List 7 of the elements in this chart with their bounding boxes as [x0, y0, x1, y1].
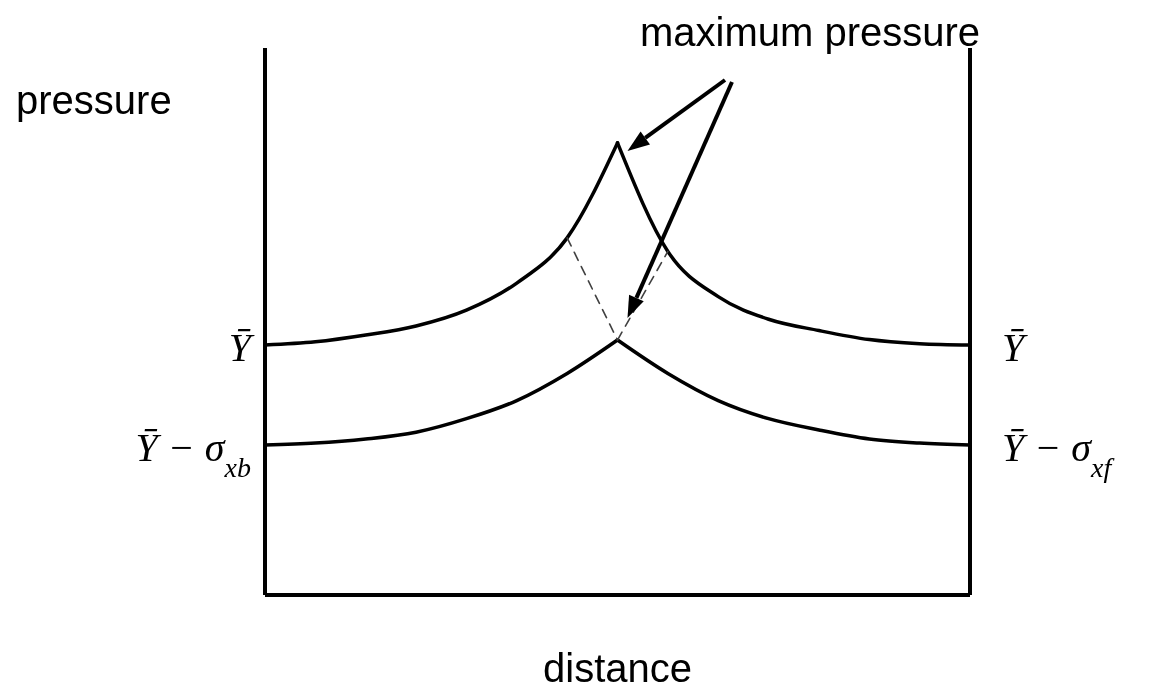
x-axis-title: distance	[543, 646, 692, 690]
series-label: Ȳ	[1002, 325, 1028, 371]
y-axis-title: pressure	[16, 78, 172, 123]
series-label: Ȳ − σ$_{xf}$	[1002, 424, 1115, 483]
text: maximum pressure	[640, 10, 981, 55]
series-label: Ȳ	[228, 325, 255, 371]
series-label: Ȳ − σ$_{xb}$	[135, 424, 251, 483]
